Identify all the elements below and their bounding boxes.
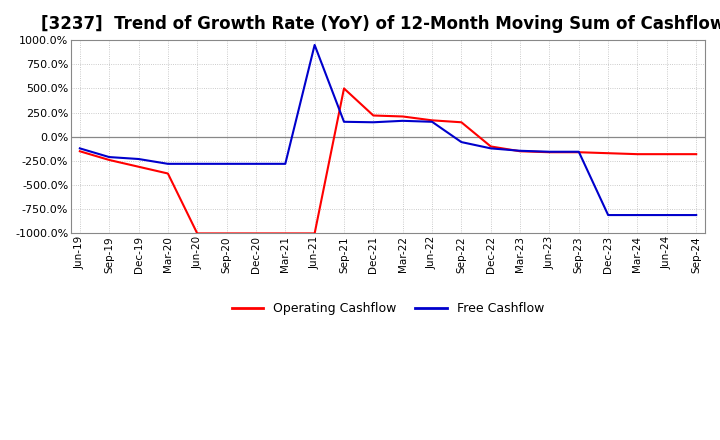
Legend: Operating Cashflow, Free Cashflow: Operating Cashflow, Free Cashflow bbox=[227, 297, 549, 320]
Title: [3237]  Trend of Growth Rate (YoY) of 12-Month Moving Sum of Cashflows: [3237] Trend of Growth Rate (YoY) of 12-… bbox=[41, 15, 720, 33]
